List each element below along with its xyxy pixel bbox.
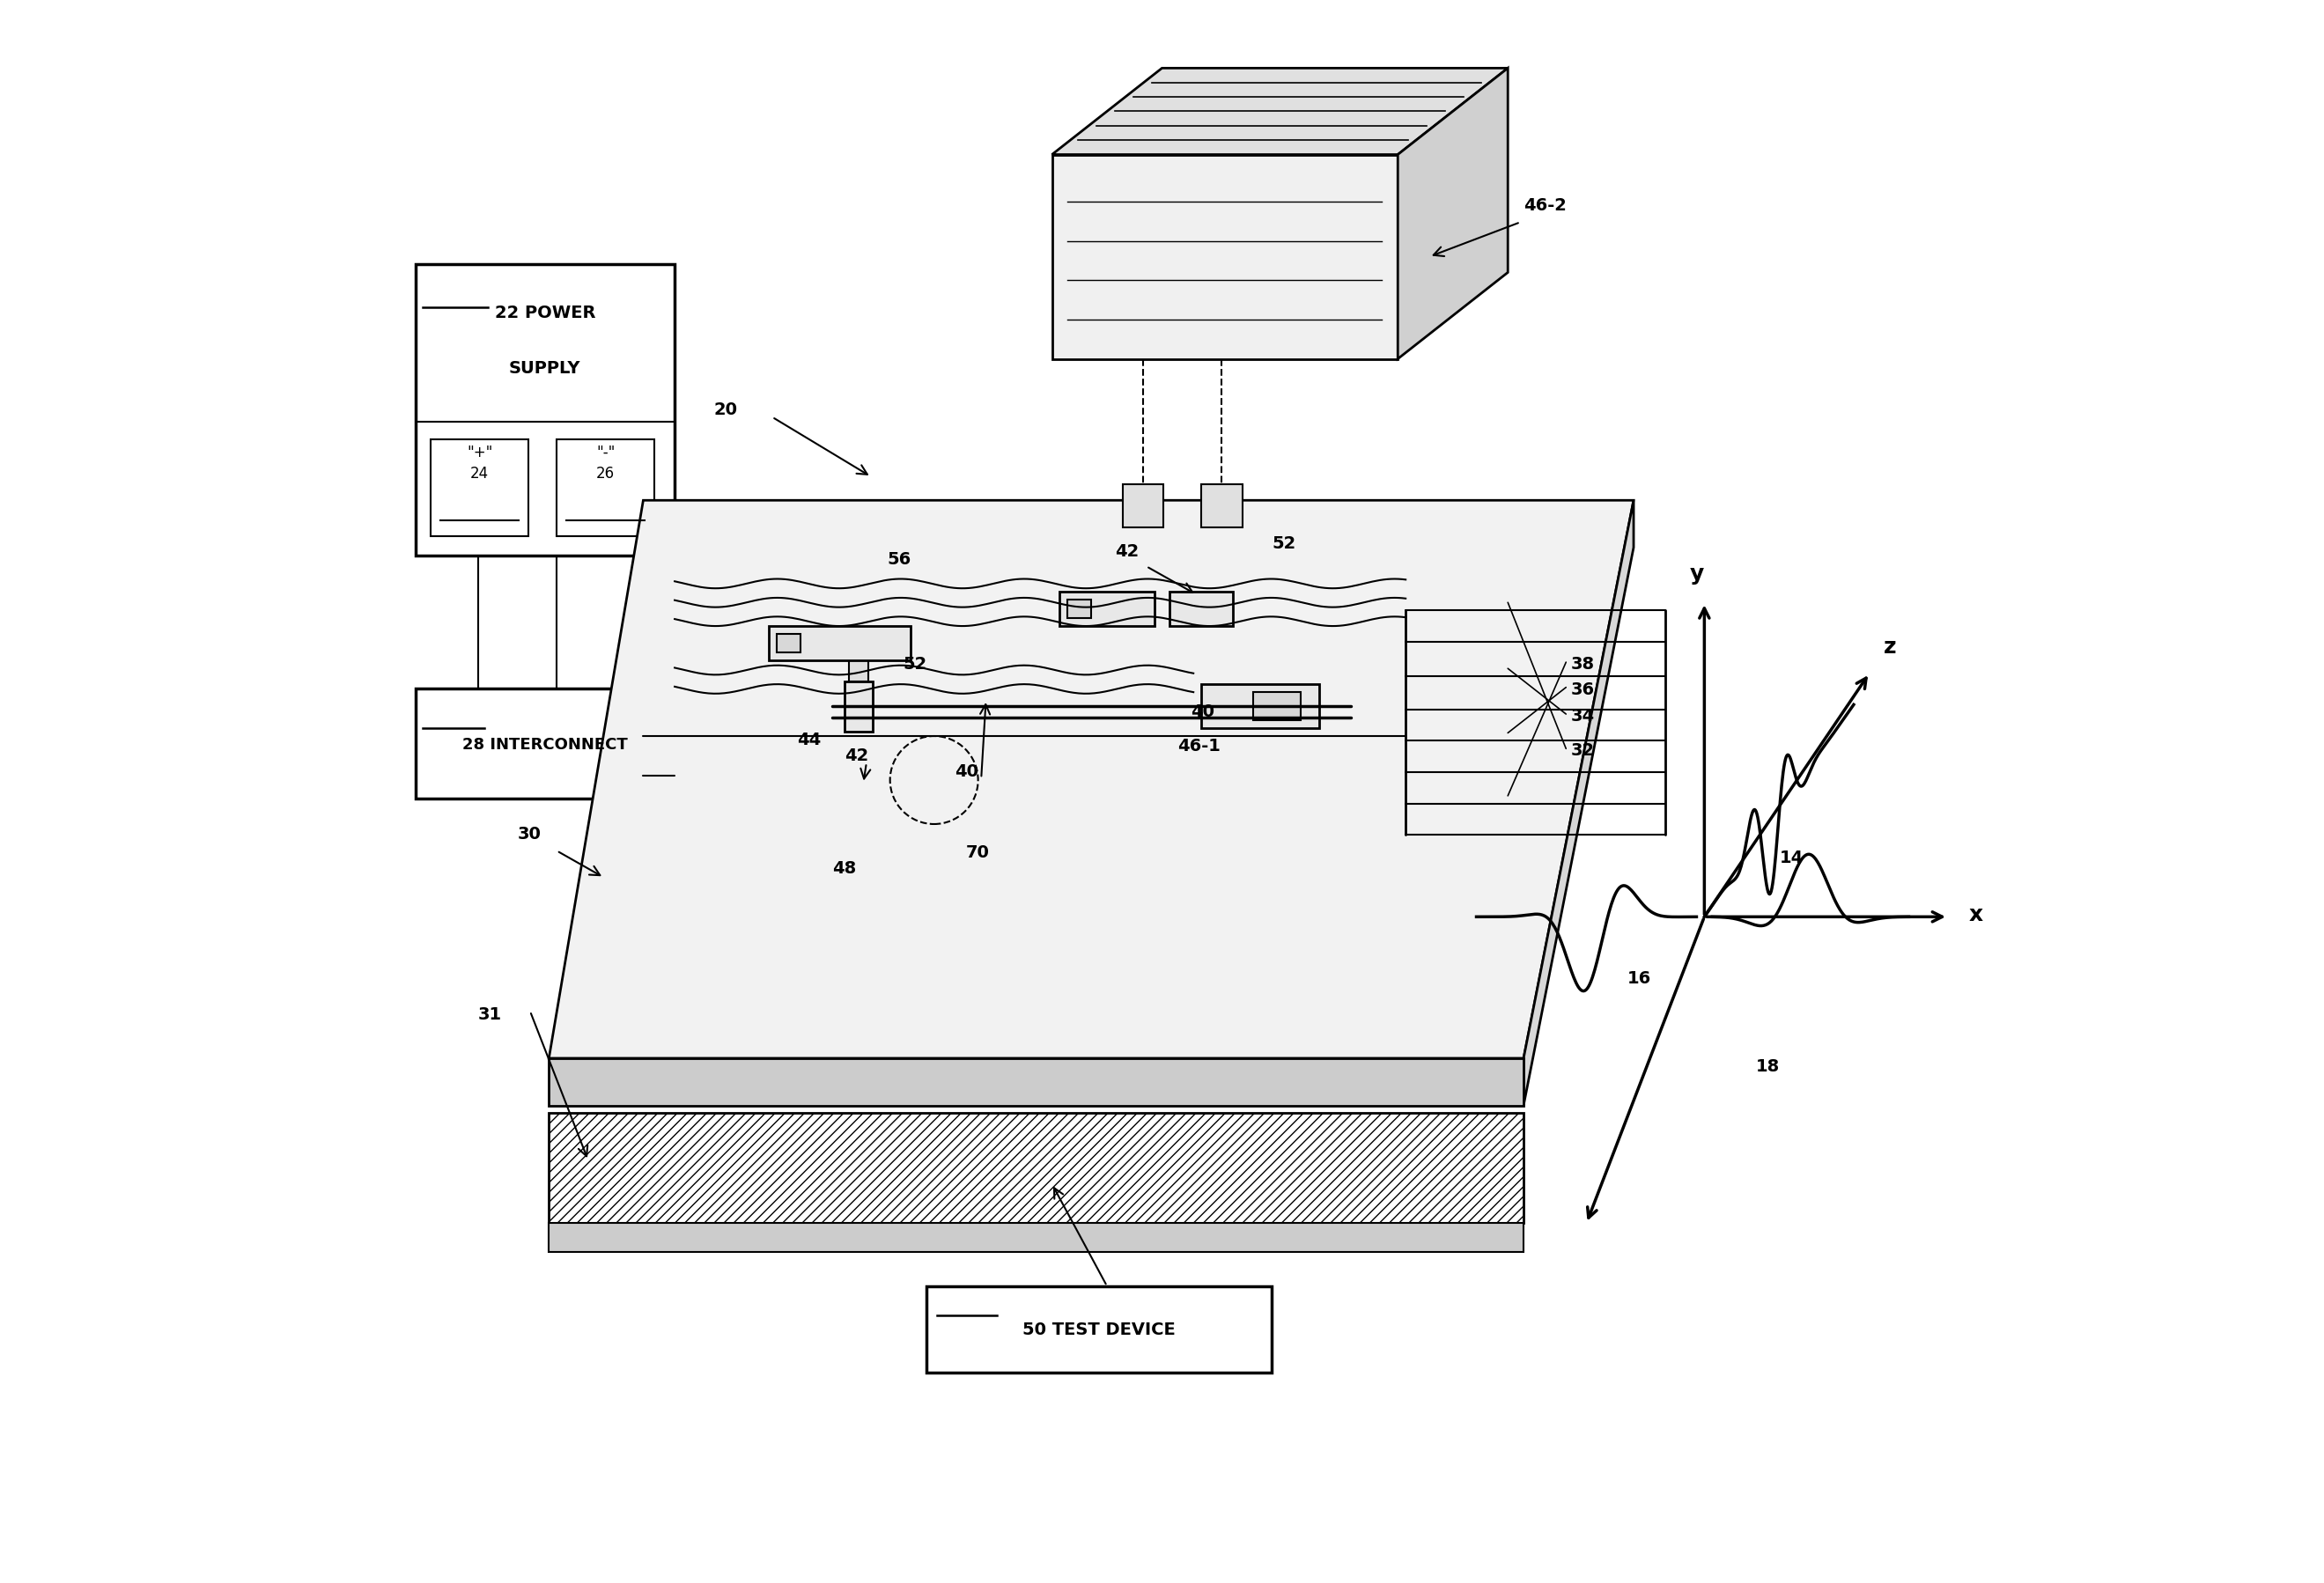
Bar <box>776 635 799 654</box>
Text: 20: 20 <box>713 402 737 418</box>
Text: 28 INTERCONNECT: 28 INTERCONNECT <box>462 736 627 752</box>
Bar <box>1253 692 1301 720</box>
Text: 46-1: 46-1 <box>1178 738 1220 754</box>
Text: 52: 52 <box>902 655 927 673</box>
Text: SUPPLY: SUPPLY <box>509 359 581 377</box>
Bar <box>430 440 528 537</box>
Text: 22 POWER: 22 POWER <box>495 304 595 321</box>
Text: 40: 40 <box>1190 703 1213 720</box>
Polygon shape <box>548 1113 1525 1224</box>
Bar <box>1060 592 1155 627</box>
Text: 30: 30 <box>518 825 541 842</box>
Bar <box>1122 486 1164 527</box>
Bar <box>1053 155 1397 359</box>
Bar <box>1169 592 1232 627</box>
Bar <box>416 266 674 556</box>
Text: y: y <box>1690 562 1703 584</box>
Bar <box>1202 685 1320 728</box>
Polygon shape <box>1525 500 1634 1105</box>
Text: 31: 31 <box>479 1007 502 1023</box>
Bar <box>844 682 874 731</box>
Bar <box>927 1287 1271 1372</box>
Text: 42: 42 <box>1116 543 1139 559</box>
Text: z: z <box>1882 636 1896 657</box>
Text: 50 TEST DEVICE: 50 TEST DEVICE <box>1023 1322 1176 1338</box>
Text: 48: 48 <box>832 860 855 877</box>
Text: 44: 44 <box>797 731 820 747</box>
Text: 52: 52 <box>1271 535 1297 551</box>
Text: 36: 36 <box>1571 681 1594 698</box>
Text: 40: 40 <box>955 763 978 779</box>
Polygon shape <box>1397 70 1508 359</box>
Bar <box>848 654 869 682</box>
Text: 38: 38 <box>1571 655 1594 673</box>
Text: 70: 70 <box>964 844 990 861</box>
Text: 16: 16 <box>1627 970 1652 986</box>
Text: 46-2: 46-2 <box>1525 198 1566 214</box>
Bar <box>1202 486 1241 527</box>
Text: 18: 18 <box>1757 1057 1780 1075</box>
Text: 42: 42 <box>844 747 869 763</box>
Text: "-"
26: "-" 26 <box>595 445 616 481</box>
Text: 14: 14 <box>1780 848 1803 866</box>
Text: x: x <box>1968 904 1982 924</box>
Text: "+"
24: "+" 24 <box>467 445 493 481</box>
Bar <box>769 627 911 662</box>
Polygon shape <box>1053 70 1508 155</box>
Bar <box>558 440 655 537</box>
Polygon shape <box>548 500 1634 1059</box>
Text: 32: 32 <box>1571 742 1594 758</box>
Polygon shape <box>548 1059 1525 1105</box>
Text: 34: 34 <box>1571 708 1594 725</box>
Bar <box>416 690 674 799</box>
Polygon shape <box>548 1224 1525 1252</box>
Text: 56: 56 <box>888 551 911 567</box>
Bar <box>1067 600 1092 619</box>
